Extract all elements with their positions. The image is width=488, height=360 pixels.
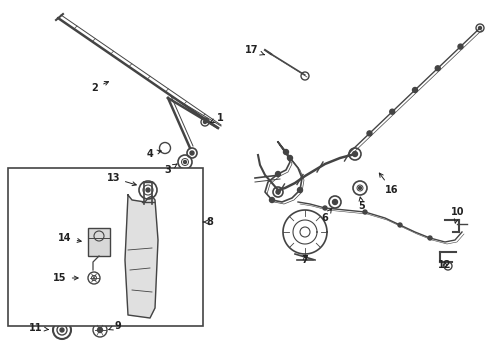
- Text: 16: 16: [379, 173, 398, 195]
- Polygon shape: [125, 195, 158, 318]
- Circle shape: [412, 87, 417, 93]
- Text: 10: 10: [450, 207, 464, 223]
- Text: 13: 13: [106, 173, 136, 186]
- Circle shape: [358, 186, 361, 189]
- Circle shape: [478, 27, 481, 30]
- Circle shape: [183, 161, 186, 163]
- Circle shape: [457, 44, 462, 49]
- Text: 1: 1: [210, 113, 223, 123]
- Circle shape: [97, 328, 102, 333]
- Circle shape: [297, 188, 302, 193]
- Text: 4: 4: [146, 149, 161, 159]
- Circle shape: [287, 156, 292, 161]
- Circle shape: [427, 236, 431, 240]
- Bar: [88, 228, 110, 256]
- Circle shape: [283, 149, 288, 154]
- Circle shape: [397, 223, 401, 227]
- Circle shape: [332, 199, 337, 204]
- Circle shape: [269, 198, 274, 202]
- Text: 6: 6: [321, 209, 331, 223]
- Circle shape: [275, 190, 280, 194]
- Text: 3: 3: [164, 164, 177, 175]
- Text: 17: 17: [245, 45, 264, 55]
- Text: 15: 15: [53, 273, 78, 283]
- Circle shape: [146, 188, 150, 192]
- Circle shape: [352, 152, 357, 157]
- Text: 12: 12: [437, 260, 451, 270]
- Circle shape: [275, 171, 280, 176]
- Circle shape: [389, 109, 394, 114]
- Circle shape: [323, 206, 326, 210]
- Circle shape: [60, 328, 64, 332]
- Text: 9: 9: [109, 321, 121, 331]
- Circle shape: [203, 121, 206, 123]
- Text: 5: 5: [358, 197, 365, 211]
- Circle shape: [190, 151, 194, 155]
- Text: 8: 8: [205, 217, 212, 227]
- Circle shape: [434, 66, 439, 71]
- Circle shape: [362, 210, 366, 214]
- Bar: [8, 168, 203, 326]
- Text: 2: 2: [91, 82, 108, 93]
- Text: 14: 14: [58, 233, 81, 243]
- Text: 7: 7: [301, 255, 308, 265]
- Text: 11: 11: [29, 323, 48, 333]
- Circle shape: [366, 131, 371, 136]
